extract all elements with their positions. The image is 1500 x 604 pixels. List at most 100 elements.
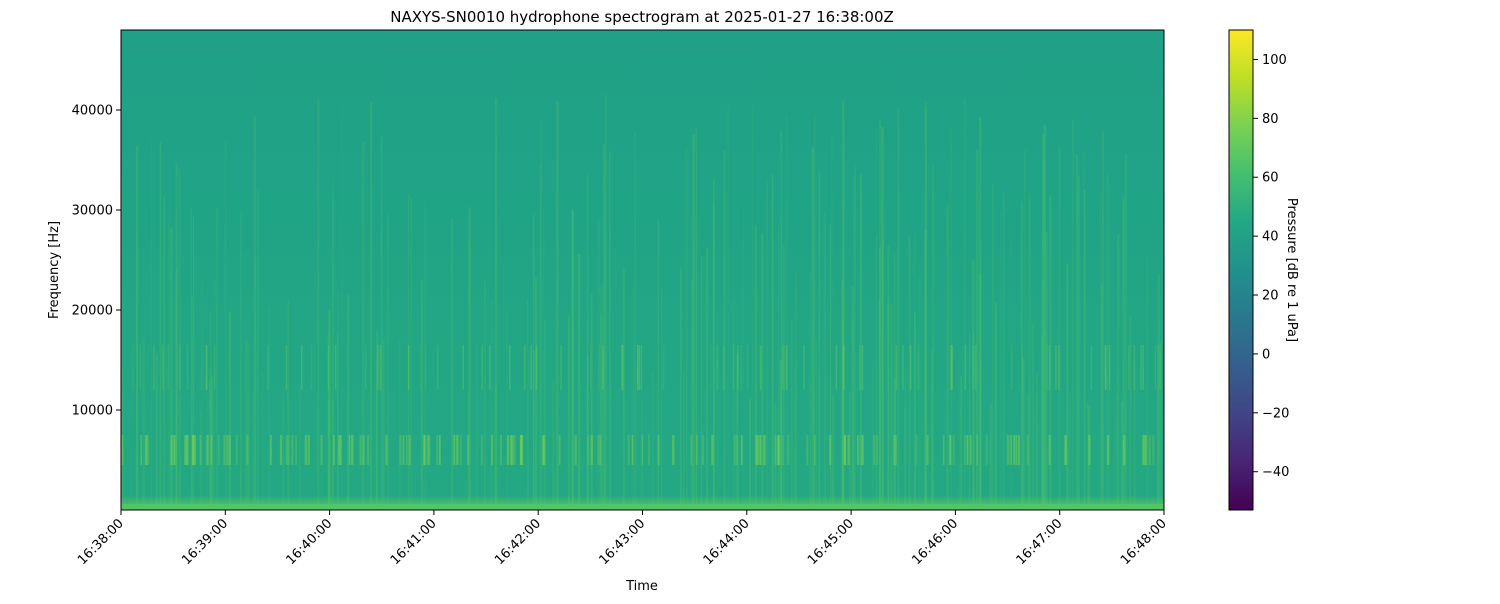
- transient-streak: [742, 208, 745, 510]
- transient-streak: [1124, 153, 1127, 510]
- band-streak-low: [857, 435, 859, 465]
- transient-streak: [552, 309, 554, 510]
- transient-streak: [603, 143, 606, 510]
- band-streak-low: [631, 435, 634, 465]
- transient-streak: [842, 100, 845, 510]
- colorbar-tick-label: −40: [1262, 465, 1289, 480]
- transient-streak: [387, 213, 389, 510]
- transient-streak: [1066, 263, 1069, 510]
- transient-streak: [1058, 146, 1061, 510]
- band-streak-low: [438, 435, 441, 465]
- transient-streak: [736, 353, 739, 510]
- transient-streak: [571, 210, 574, 510]
- band-streak-low: [405, 435, 408, 465]
- band-streak-low: [963, 435, 966, 465]
- transient-streak: [1129, 317, 1131, 510]
- transient-streak: [832, 395, 835, 510]
- band-streak-low: [307, 435, 310, 465]
- transient-streak: [567, 315, 570, 510]
- transient-streak: [1157, 344, 1159, 510]
- transient-streak: [490, 299, 493, 510]
- transient-streak: [1122, 196, 1125, 510]
- transient-streak: [960, 376, 963, 510]
- transient-streak: [314, 240, 316, 510]
- band-streak-mid: [759, 345, 762, 390]
- band-streak-low: [641, 435, 644, 465]
- transient-streak: [420, 280, 423, 510]
- transient-streak: [782, 244, 785, 510]
- band-streak-mid: [622, 345, 624, 390]
- transient-streak: [930, 350, 933, 510]
- band-streak-low: [952, 435, 955, 465]
- band-streak-mid: [1105, 345, 1107, 390]
- transient-streak: [1046, 231, 1049, 510]
- band-streak-mid: [310, 345, 313, 390]
- band-streak-low: [690, 435, 693, 465]
- transient-streak: [542, 208, 545, 510]
- transient-streak: [771, 174, 774, 510]
- band-streak-mid: [620, 345, 623, 390]
- band-streak-low: [774, 435, 777, 465]
- transient-streak: [255, 256, 257, 510]
- transient-streak: [979, 274, 982, 510]
- transient-streak: [1049, 195, 1052, 510]
- transient-streak: [774, 404, 777, 510]
- transient-streak: [163, 196, 165, 510]
- band-streak-low: [348, 435, 351, 465]
- transient-streak: [1116, 391, 1119, 510]
- band-streak-low: [1143, 435, 1146, 465]
- band-streak-mid: [437, 345, 439, 390]
- transient-streak: [245, 339, 248, 510]
- band-streak-low: [759, 435, 762, 465]
- transient-streak: [382, 338, 385, 510]
- band-streak-mid: [424, 345, 427, 390]
- transient-streak: [841, 279, 844, 510]
- transient-streak: [913, 311, 917, 510]
- transient-streak: [216, 207, 219, 510]
- transient-streak: [1042, 134, 1045, 510]
- band-streak-low: [1148, 435, 1151, 465]
- band-streak-mid: [488, 345, 491, 390]
- transient-streak: [881, 126, 884, 510]
- transient-streak: [686, 147, 688, 510]
- transient-streak: [842, 214, 845, 510]
- band-streak-low: [521, 435, 523, 465]
- band-streak-low: [740, 435, 743, 465]
- band-streak-mid: [200, 345, 203, 390]
- transient-streak: [1113, 397, 1116, 510]
- transient-streak: [532, 214, 535, 510]
- transient-streak: [1115, 386, 1117, 510]
- band-streak-low: [627, 435, 630, 465]
- band-streak-mid: [783, 345, 786, 390]
- band-streak-low: [140, 435, 142, 465]
- band-streak-low: [966, 435, 969, 465]
- band-streak-mid: [859, 345, 861, 390]
- band-streak-low: [786, 435, 790, 465]
- band-streak-low: [858, 435, 861, 465]
- band-streak-low: [1006, 435, 1010, 465]
- transient-streak: [779, 359, 783, 510]
- transient-streak: [244, 253, 247, 510]
- transient-streak: [636, 370, 638, 510]
- band-streak-mid: [1108, 345, 1111, 390]
- band-streak-low: [184, 435, 187, 465]
- band-streak-low: [223, 435, 226, 465]
- colorbar-tick-label: −20: [1262, 406, 1289, 421]
- band-streak-mid: [285, 345, 288, 390]
- colorbar-tick-label: 60: [1262, 171, 1279, 186]
- band-streak-mid: [1128, 345, 1130, 390]
- transient-streak: [842, 318, 844, 510]
- x-tick-label: 16:46:00: [909, 516, 961, 568]
- transient-streak: [1146, 257, 1149, 510]
- band-streak-low: [246, 435, 249, 465]
- band-streak-low: [758, 435, 762, 465]
- transient-streak: [1003, 192, 1005, 510]
- transient-streak: [878, 301, 880, 510]
- transient-streak: [808, 272, 812, 510]
- transient-streak: [854, 163, 856, 510]
- transient-streak: [1083, 151, 1085, 510]
- band-streak-mid: [267, 345, 269, 390]
- transient-streak: [931, 165, 935, 510]
- y-tick-label: 20000: [72, 304, 113, 319]
- band-streak-low: [587, 435, 590, 465]
